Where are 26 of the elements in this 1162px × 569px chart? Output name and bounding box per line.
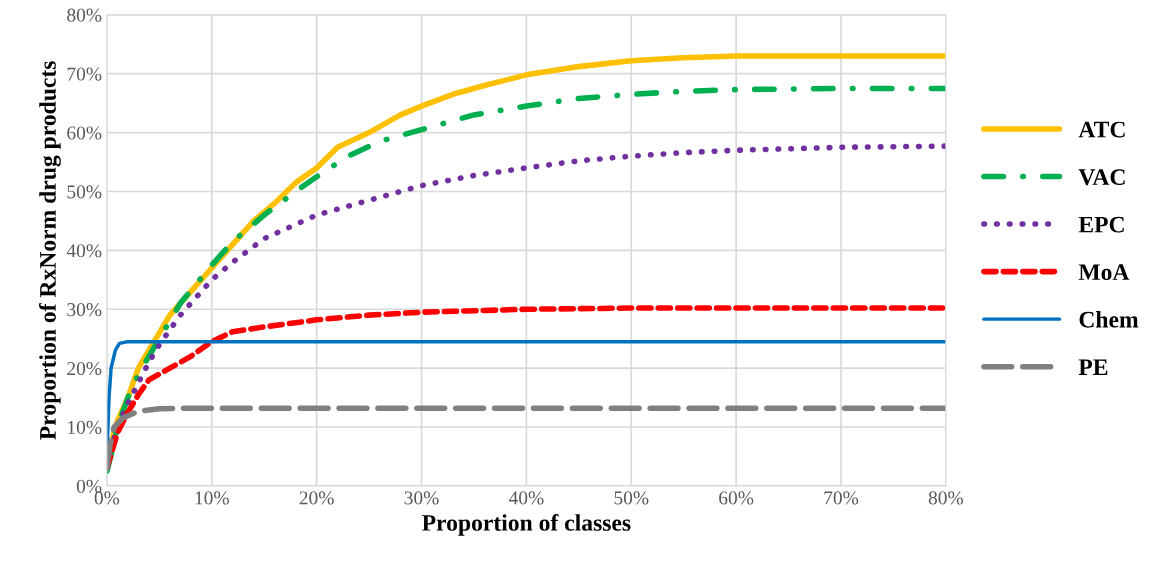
x-tick-label: 10% [195, 491, 229, 505]
x-tick-label: 50% [614, 491, 649, 505]
x-axis-title: Proportion of classes [422, 513, 631, 536]
y-tick-label: 10% [68, 420, 102, 435]
x-tick-label: 80% [928, 491, 964, 505]
y-tick-label: 80% [67, 8, 102, 22]
legend-label: VAC [1078, 169, 1125, 186]
y-tick-label: 30% [67, 303, 102, 317]
y-tick-label: 70% [67, 67, 102, 81]
legend-label: Chem [1079, 311, 1139, 328]
legend-label: MoA [1078, 264, 1130, 281]
x-tick-label: 60% [719, 491, 754, 505]
x-tick-label: 70% [824, 491, 859, 505]
x-tick-label: 0% [94, 491, 120, 505]
y-tick-label: 20% [67, 361, 102, 376]
y-tick-label: 60% [67, 126, 102, 140]
x-tick-label: 40% [508, 491, 544, 505]
legend-label: PE [1078, 359, 1108, 375]
legend-label: ATC [1078, 121, 1125, 138]
x-tick-label: 30% [404, 491, 439, 505]
y-axis-title: Proportion of RxNorm drug products [39, 61, 61, 440]
y-tick-label: 40% [66, 244, 102, 258]
y-tick-label: 0% [76, 479, 102, 493]
legend-label: EPC [1078, 216, 1124, 233]
y-tick-label: 50% [67, 185, 102, 199]
x-tick-label: 20% [299, 491, 334, 505]
